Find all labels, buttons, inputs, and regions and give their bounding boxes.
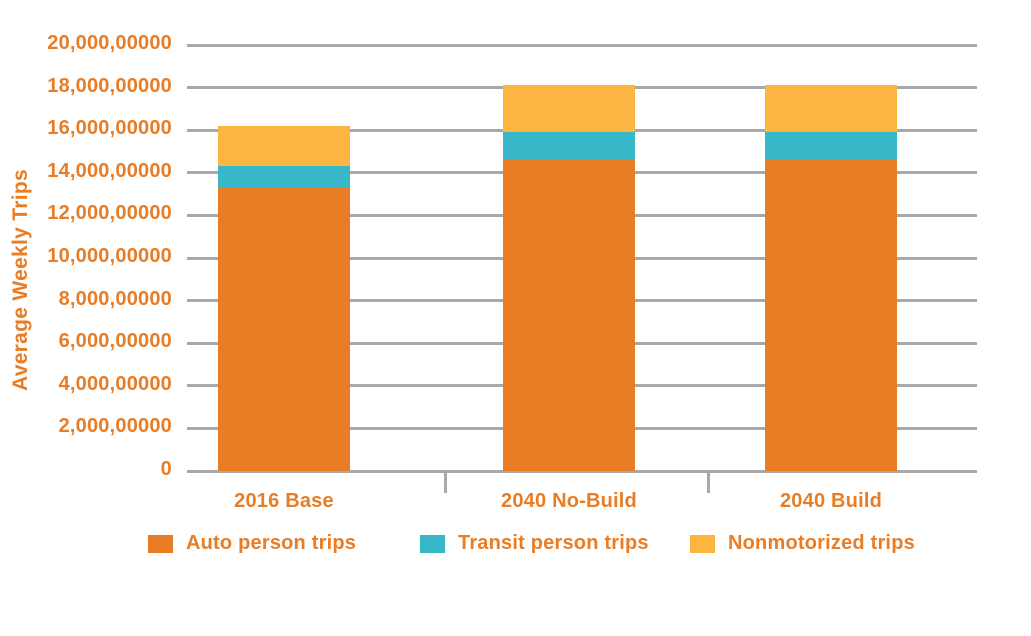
y-axis-tick-label: 4,000,00000	[58, 372, 172, 395]
y-axis-tick-label: 14,000,00000	[47, 159, 172, 182]
legend-label: Nonmotorized trips	[728, 532, 915, 554]
x-axis-tick	[444, 471, 447, 493]
legend-item-auto: Auto person trips	[148, 532, 356, 555]
bar-segment-auto-person-trips	[218, 187, 350, 471]
y-axis-tick-label: 6,000,00000	[58, 330, 172, 353]
legend-label: Auto person trips	[186, 532, 357, 554]
bar-segment-nonmotorized-trips	[765, 85, 897, 133]
x-axis-baseline	[187, 469, 977, 473]
x-axis-category-label: 2040 No-Build	[501, 490, 637, 512]
legend-swatch-nonmotorized	[690, 534, 715, 553]
bar-segment-nonmotorized-trips	[503, 85, 635, 133]
y-axis-tick-label: 2,000,00000	[58, 415, 172, 438]
legend-item-nonmotorized: Nonmotorized trips	[690, 532, 915, 555]
bar-segment-nonmotorized-trips	[218, 125, 350, 167]
y-axis-tick-label: 16,000,00000	[47, 117, 172, 140]
y-axis-tick-label: 10,000,00000	[47, 245, 172, 267]
stacked-bar-2016-base	[218, 125, 350, 471]
bar-segment-transit-person-trips	[765, 132, 897, 160]
y-axis-tick-label: 18,000,00000	[47, 74, 172, 97]
x-axis-tick	[707, 471, 710, 493]
y-axis-tick-label: 12,000,00000	[47, 202, 172, 225]
bar-segment-transit-person-trips	[503, 132, 635, 160]
y-axis-tick-label: 8,000,00000	[58, 287, 172, 310]
plot-area	[187, 43, 977, 493]
legend-label: Transit person trips	[458, 532, 649, 554]
bar-segment-auto-person-trips	[503, 160, 635, 471]
stacked-bar-2040-build	[765, 85, 897, 471]
y-axis-tick-label: 20,000,00000	[47, 32, 172, 54]
bar-segment-auto-person-trips	[765, 160, 897, 471]
legend-swatch-transit	[420, 534, 445, 553]
x-axis-category-label: 2040 Build	[779, 490, 883, 512]
stacked-bar-2040-no-build	[503, 85, 635, 471]
bar-segment-transit-person-trips	[218, 166, 350, 188]
legend-item-transit: Transit person trips	[420, 532, 649, 555]
legend-swatch-auto	[148, 534, 173, 553]
gridline	[187, 43, 977, 47]
x-axis-category-label: 2016 Base	[234, 490, 334, 512]
y-axis-tick-label: 0	[160, 458, 172, 480]
